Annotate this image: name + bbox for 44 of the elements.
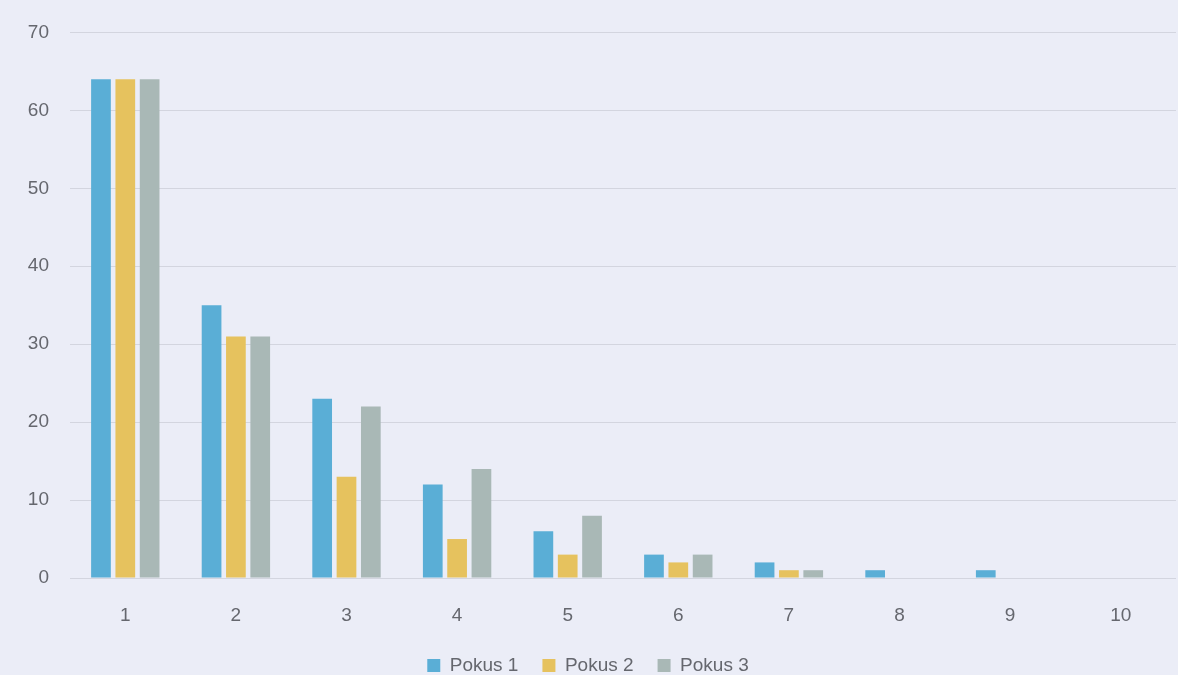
bar — [336, 476, 357, 578]
bar — [692, 554, 713, 578]
x-tick-label: 5 — [562, 603, 573, 625]
legend-label: Pokus 2 — [564, 653, 634, 675]
bar — [668, 562, 689, 578]
y-tick-label: 60 — [27, 98, 49, 120]
bar — [422, 484, 443, 578]
bar — [582, 515, 602, 578]
bar — [447, 539, 467, 578]
bar — [754, 562, 775, 578]
bar — [360, 406, 381, 578]
bar — [779, 570, 799, 578]
bar — [471, 468, 492, 578]
x-tick-label: 4 — [451, 603, 463, 625]
y-tick-label: 70 — [27, 20, 49, 42]
x-tick-label: 2 — [230, 603, 242, 625]
x-tick-label: 6 — [673, 603, 684, 625]
bar — [250, 336, 271, 578]
bar — [226, 336, 246, 578]
y-tick-label: 10 — [27, 488, 49, 510]
y-tick-label: 0 — [38, 566, 49, 588]
y-tick-label: 20 — [27, 410, 49, 432]
y-tick-label: 50 — [27, 176, 49, 198]
legend-label: Pokus 3 — [680, 653, 749, 675]
bar — [975, 570, 996, 578]
legend-label: Pokus 1 — [449, 653, 519, 675]
x-tick-label: 7 — [783, 603, 795, 625]
x-tick-label: 3 — [341, 603, 352, 625]
bar — [312, 398, 333, 578]
bar — [139, 79, 160, 578]
x-tick-label: 9 — [1004, 603, 1016, 625]
bar — [115, 79, 136, 578]
x-tick-label: 10 — [1110, 603, 1132, 625]
y-tick-label: 40 — [27, 254, 49, 276]
bar — [557, 554, 578, 578]
bar — [644, 554, 664, 578]
bar — [533, 531, 554, 578]
bar — [865, 570, 886, 578]
bar — [201, 305, 222, 578]
bar — [803, 570, 824, 578]
x-tick-label: 1 — [120, 603, 131, 625]
bar — [91, 79, 111, 578]
y-tick-label: 30 — [27, 332, 49, 354]
x-tick-label: 8 — [894, 603, 905, 625]
